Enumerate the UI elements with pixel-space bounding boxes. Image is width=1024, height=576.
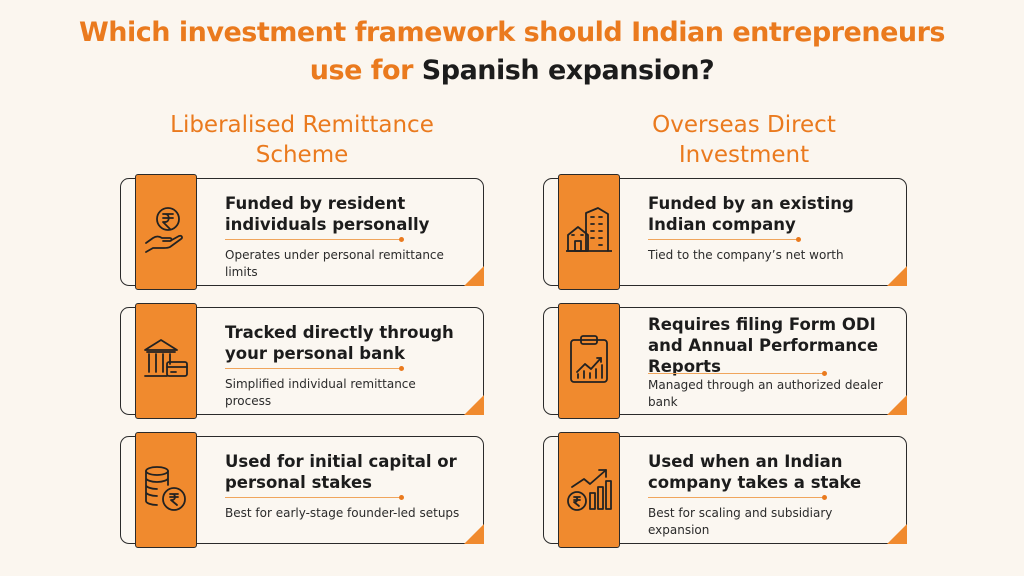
card-heading: Tracked directly through your personal b… bbox=[225, 323, 454, 363]
lrs-card-funding: Funded by resident individuals personall… bbox=[120, 174, 484, 290]
page-fold-corner bbox=[887, 395, 907, 415]
page-fold-corner bbox=[887, 524, 907, 544]
card-heading: Used for initial capital or personal sta… bbox=[225, 452, 457, 492]
card-body: Best for scaling and subsidiary expansio… bbox=[648, 506, 833, 537]
card-divider bbox=[225, 236, 404, 243]
column-heading-lrs: Liberalised Remittance Scheme bbox=[132, 110, 472, 170]
column-heading-odi: Overseas Direct Investment bbox=[574, 110, 914, 170]
page-title: Which investment framework should Indian… bbox=[0, 14, 1024, 90]
card-icon-tab bbox=[135, 432, 197, 548]
title-line-1: Which investment framework should Indian… bbox=[78, 17, 946, 48]
lrs-card-use: Used for initial capital or personal sta… bbox=[120, 432, 484, 548]
buildings-icon bbox=[566, 207, 612, 252]
page-fold-corner bbox=[464, 266, 484, 286]
card-divider bbox=[225, 365, 404, 372]
page-fold-corner bbox=[464, 395, 484, 415]
lrs-card-tracking: Tracked directly through your personal b… bbox=[120, 303, 484, 419]
clipboard-chart-icon bbox=[570, 335, 608, 383]
column-heading-odi-line2: Investment bbox=[678, 142, 810, 168]
card-body: Best for early-stage founder-led setups bbox=[225, 506, 460, 520]
card-heading: Used when an Indian company takes a stak… bbox=[648, 452, 862, 492]
card-divider bbox=[648, 370, 827, 377]
rupee-growth-icon bbox=[567, 469, 612, 511]
odi-card-use: Used when an Indian company takes a stak… bbox=[543, 432, 907, 548]
bank-card-icon bbox=[144, 339, 188, 377]
column-heading-lrs-line1: Liberalised Remittance bbox=[170, 112, 434, 138]
page-fold-corner bbox=[464, 524, 484, 544]
card-body: Tied to the company’s net worth bbox=[648, 248, 844, 262]
card-body: Managed through an authorized dealer ban… bbox=[648, 378, 883, 409]
card-icon-tab bbox=[558, 174, 620, 290]
card-heading: Funded by resident individuals personall… bbox=[225, 194, 430, 234]
title-line-2-dark: Spanish expansion? bbox=[421, 55, 715, 86]
odi-card-funding: Funded by an existing Indian company Tie… bbox=[543, 174, 907, 290]
card-heading: Requires filing Form ODI and Annual Perf… bbox=[648, 315, 879, 376]
card-icon-tab bbox=[558, 432, 620, 548]
card-icon-tab bbox=[135, 303, 197, 419]
card-divider bbox=[225, 494, 404, 501]
card-body: Simplified individual remittance process bbox=[225, 377, 416, 408]
card-heading: Funded by an existing Indian company bbox=[648, 194, 854, 234]
card-divider bbox=[648, 494, 827, 501]
odi-card-filing: Requires filing Form ODI and Annual Perf… bbox=[543, 303, 907, 419]
card-icon-tab bbox=[135, 174, 197, 290]
rupee-coins-icon bbox=[145, 466, 186, 511]
card-icon-tab bbox=[558, 303, 620, 419]
page-fold-corner bbox=[887, 266, 907, 286]
column-heading-lrs-line2: Scheme bbox=[255, 142, 349, 168]
title-line-2-orange: use for bbox=[309, 55, 422, 86]
card-body: Operates under personal remittance limit… bbox=[225, 248, 444, 279]
card-divider bbox=[648, 236, 801, 243]
rupee-hand-icon bbox=[145, 207, 183, 253]
column-heading-odi-line1: Overseas Direct bbox=[652, 112, 836, 138]
